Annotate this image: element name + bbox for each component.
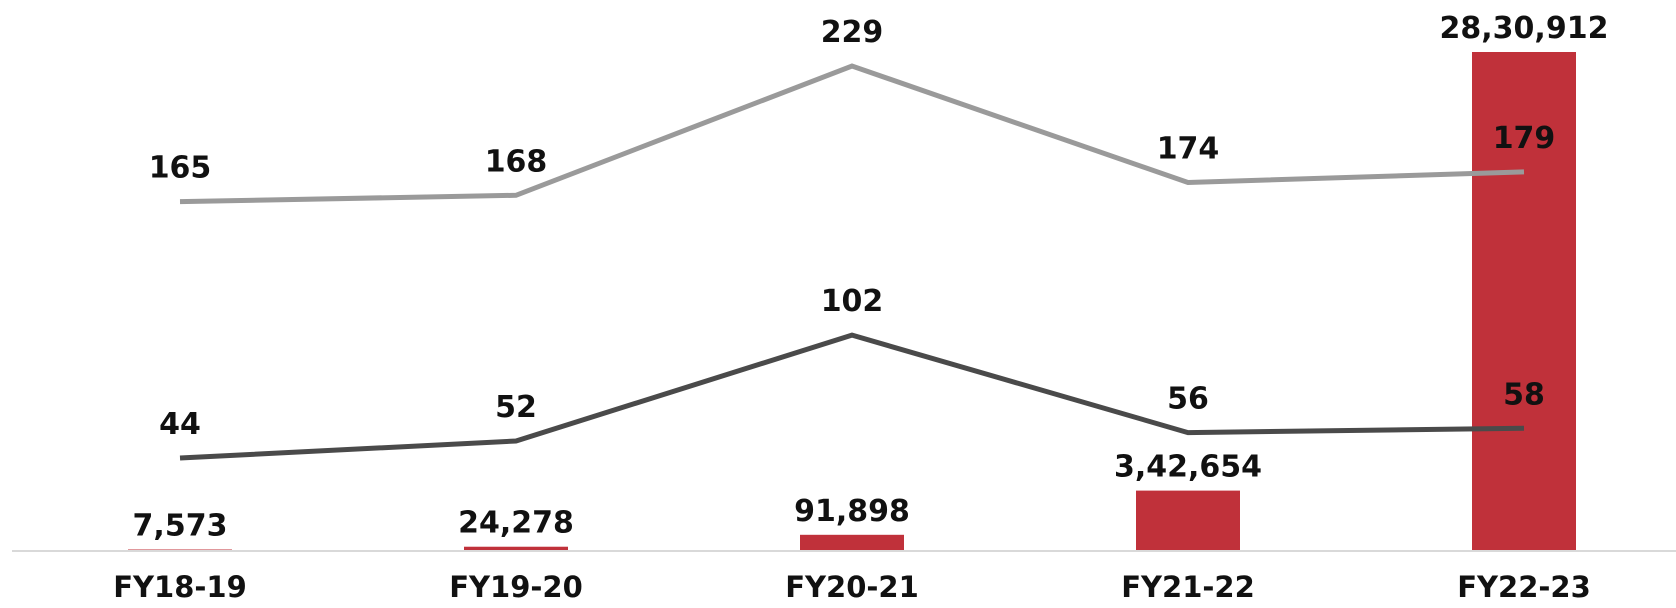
line-2-value-label-FY20-21: 102 <box>821 284 884 319</box>
bar-data-labels: 7,573 24,278 91,898 3,42,654 28,30,912 <box>133 11 1609 544</box>
bar-value-label-FY18-19: 7,573 <box>133 509 228 544</box>
line-2-value-label-FY19-20: 52 <box>495 390 537 425</box>
bar-FY20-21 <box>800 534 904 551</box>
line-data-labels: 165 168 229 174 179 44 52 102 56 58 <box>149 15 1556 442</box>
x-tick-label-FY22-23: FY22-23 <box>1457 570 1591 604</box>
x-tick-label-FY19-20: FY19-20 <box>449 570 583 604</box>
line-1-value-label-FY19-20: 168 <box>485 144 548 179</box>
line-2-value-label-FY22-23: 58 <box>1503 377 1545 412</box>
line-1-value-label-FY21-22: 174 <box>1157 132 1220 167</box>
line-series-1 <box>179 63 1525 205</box>
bar-FY19-20 <box>464 546 568 551</box>
bar-value-label-FY21-22: 3,42,654 <box>1114 450 1262 485</box>
x-axis-tick-labels: FY18-19 FY19-20 FY20-21 FY21-22 FY22-23 <box>113 570 1591 604</box>
bar-value-label-FY20-21: 91,898 <box>794 494 910 529</box>
line-1-value-label-FY18-19: 165 <box>149 151 212 186</box>
line-1-value-label-FY20-21: 229 <box>821 15 884 50</box>
x-tick-label-FY18-19: FY18-19 <box>113 570 247 604</box>
bar-value-label-FY22-23: 28,30,912 <box>1440 11 1609 46</box>
bar-FY22-23 <box>1472 52 1576 551</box>
x-tick-label-FY21-22: FY21-22 <box>1121 570 1255 604</box>
x-tick-label-FY20-21: FY20-21 <box>785 570 919 604</box>
line-2-value-label-FY21-22: 56 <box>1167 382 1209 417</box>
bar-value-label-FY19-20: 24,278 <box>458 506 574 541</box>
line-series-2 <box>179 332 1525 461</box>
line-2-value-label-FY18-19: 44 <box>159 407 201 442</box>
bar-series <box>128 52 1576 551</box>
line-series-group <box>179 63 1525 461</box>
bar-FY21-22 <box>1136 490 1240 551</box>
line-1-value-label-FY22-23: 179 <box>1493 121 1556 156</box>
